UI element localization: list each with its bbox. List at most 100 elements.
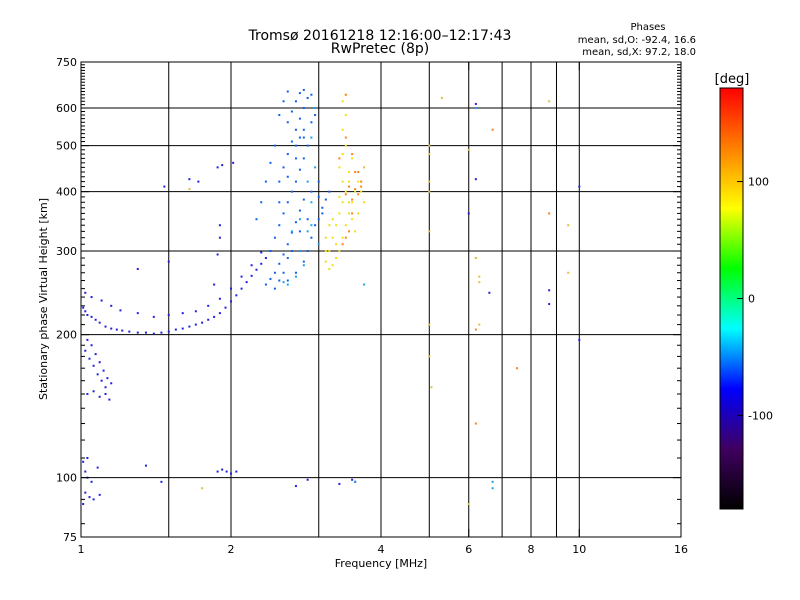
data-point	[324, 198, 327, 201]
data-point	[294, 180, 297, 183]
data-point	[245, 281, 248, 284]
data-point	[338, 482, 341, 485]
data-point	[344, 144, 347, 147]
data-point	[317, 180, 320, 183]
data-point	[338, 157, 341, 160]
data-point	[302, 107, 305, 110]
data-point	[218, 236, 221, 239]
data-point	[467, 212, 470, 215]
data-point	[188, 325, 191, 328]
data-point	[294, 100, 297, 103]
data-point	[260, 262, 263, 265]
data-point	[548, 289, 551, 292]
data-point	[144, 331, 147, 334]
data-point	[119, 309, 122, 312]
data-point	[341, 201, 344, 204]
data-point	[218, 297, 221, 300]
data-point	[264, 257, 267, 260]
data-point	[298, 218, 301, 221]
data-point	[110, 382, 113, 385]
data-point	[181, 327, 184, 330]
data-point	[351, 218, 354, 221]
data-point	[302, 198, 305, 201]
data-point	[347, 180, 350, 183]
data-point	[328, 267, 331, 270]
data-point	[84, 491, 87, 494]
data-point	[354, 480, 357, 483]
data-point	[282, 166, 285, 169]
data-point	[298, 136, 301, 139]
data-point	[567, 224, 570, 227]
data-point	[207, 304, 210, 307]
data-point	[302, 136, 305, 139]
data-point	[428, 180, 431, 183]
data-point	[230, 287, 232, 290]
data-point	[255, 218, 258, 221]
data-point	[225, 470, 228, 473]
data-point	[167, 314, 170, 317]
data-point	[474, 422, 477, 425]
data-point	[317, 195, 320, 198]
data-point	[92, 390, 95, 393]
data-point	[428, 323, 431, 326]
data-point	[347, 185, 350, 188]
data-point	[298, 92, 301, 95]
data-point	[467, 503, 470, 506]
data-point	[516, 367, 519, 370]
data-point	[194, 310, 197, 313]
data-point	[344, 114, 347, 117]
data-point	[218, 312, 221, 315]
data-point	[548, 100, 551, 103]
data-point	[354, 230, 357, 233]
data-point	[335, 257, 338, 260]
data-point	[344, 136, 347, 139]
data-point	[354, 188, 357, 191]
data-point	[341, 153, 344, 156]
data-point	[286, 90, 289, 93]
data-point	[294, 221, 297, 224]
data-point	[335, 224, 338, 227]
data-point	[286, 257, 289, 260]
data-point	[160, 331, 163, 334]
x-tick-label: 6	[465, 543, 472, 556]
data-point	[84, 349, 87, 352]
data-point	[347, 212, 350, 215]
data-point	[136, 312, 139, 315]
data-point	[474, 257, 477, 260]
data-point	[474, 102, 477, 105]
y-tick-label: 100	[56, 472, 77, 485]
data-point	[282, 281, 285, 284]
data-point	[90, 480, 93, 483]
data-point	[98, 321, 101, 324]
data-point	[578, 338, 581, 341]
data-point	[115, 328, 118, 331]
data-point	[310, 136, 313, 139]
data-point	[230, 472, 232, 475]
x-tick-label: 2	[228, 543, 235, 556]
data-point	[290, 140, 293, 143]
data-point	[338, 166, 341, 169]
data-point	[94, 353, 97, 356]
data-point	[102, 369, 105, 372]
data-point	[194, 323, 197, 326]
data-point	[264, 283, 267, 286]
data-point	[357, 171, 360, 174]
data-point	[290, 230, 293, 233]
data-point	[354, 190, 357, 193]
y-axis-label: Stationary phase Virtual Height [km]	[37, 198, 50, 400]
data-point	[428, 144, 431, 147]
data-point	[294, 157, 297, 160]
data-point	[273, 287, 276, 290]
data-point	[344, 190, 347, 193]
data-point	[260, 251, 263, 254]
data-point	[347, 201, 350, 204]
data-point	[331, 218, 334, 221]
data-point	[440, 96, 443, 99]
colorbar-tick-label: 0	[748, 293, 755, 306]
data-point	[235, 294, 238, 297]
data-point	[474, 178, 477, 181]
data-point	[163, 185, 166, 188]
data-point	[110, 304, 113, 307]
data-point	[341, 243, 344, 246]
